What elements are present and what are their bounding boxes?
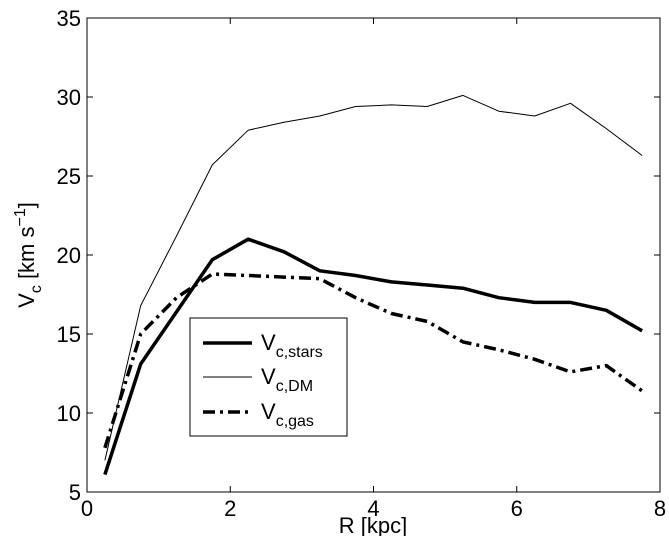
y-axis-label: Vc [km s−1] — [12, 202, 45, 308]
y-tick-label: 30 — [57, 85, 81, 110]
y-tick-label: 20 — [57, 243, 81, 268]
x-tick-label: 0 — [81, 496, 93, 521]
series-line-c-dm — [104, 94, 643, 461]
series-line-c-stars — [103, 237, 643, 476]
legend-label-dm: Vc,DM — [261, 364, 313, 395]
x-tick-label: 6 — [511, 496, 523, 521]
x-tick-label: 4 — [367, 496, 379, 521]
legend-label-stars: Vc,stars — [261, 330, 323, 361]
x-tick-label: 8 — [654, 496, 666, 521]
plot-frame — [86, 17, 661, 493]
legend-label-gas: Vc,gas — [261, 399, 314, 430]
y-tick-label: 5 — [69, 480, 81, 505]
x-axis-label: R [kpc] — [339, 513, 407, 536]
y-tick-label: 25 — [57, 164, 81, 189]
axis-ticks: 0 2 4 6 8 5 10 15 20 25 30 35 — [57, 6, 667, 521]
x-tick-label: 2 — [224, 496, 236, 521]
series-lines — [103, 94, 644, 476]
y-tick-label: 10 — [57, 401, 81, 426]
y-tick-label: 15 — [57, 322, 81, 347]
series-line-c-gas — [103, 272, 644, 449]
y-tick-label: 35 — [57, 6, 81, 31]
legend: Vc,stars Vc,DM Vc,gas — [189, 317, 348, 437]
